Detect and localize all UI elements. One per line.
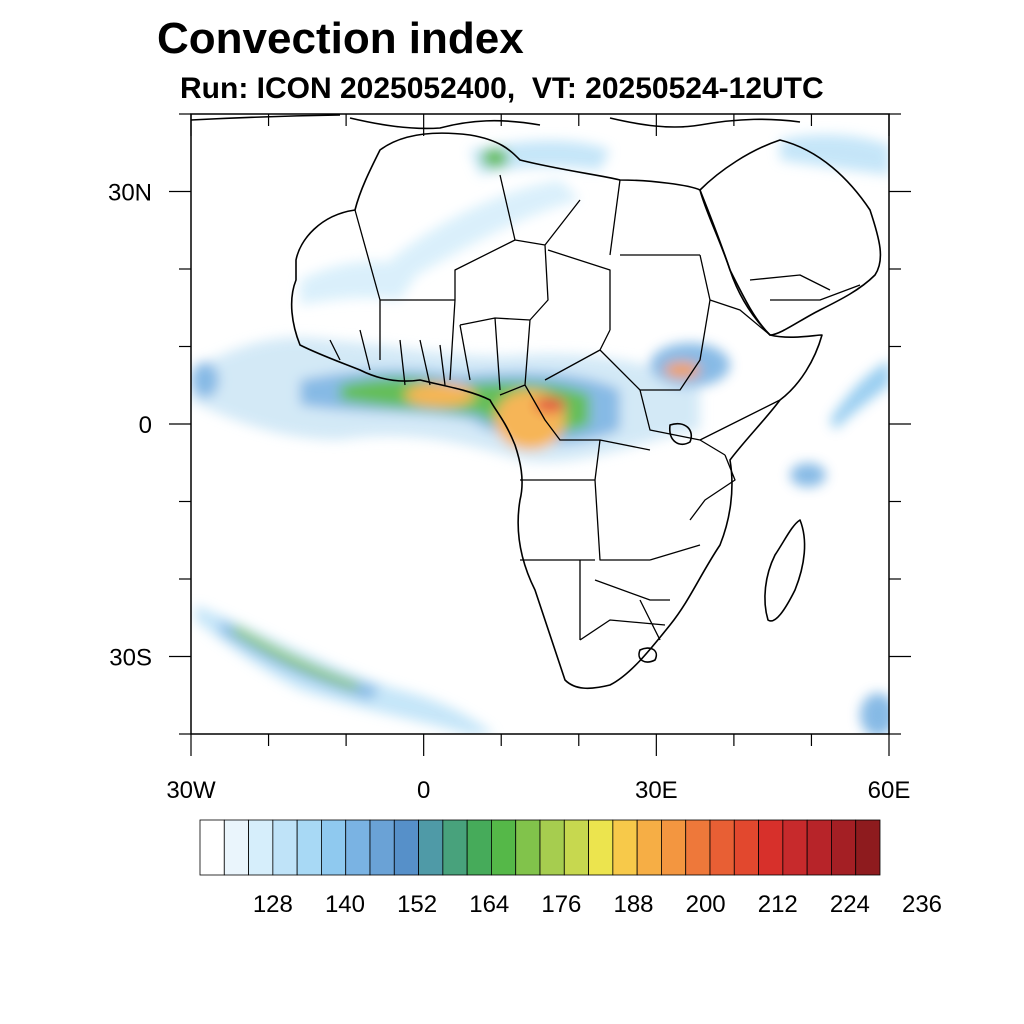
colorbar-label: 152 [397, 891, 437, 918]
colorbar-label: 176 [541, 891, 581, 918]
lat-tick-label: 0 [139, 412, 152, 439]
colorbar-swatch [806, 819, 832, 876]
colorbar-swatch [661, 819, 687, 876]
guinea-core-shading [405, 383, 475, 407]
colorbar-label: 224 [830, 891, 870, 918]
lon-tick-label: 60E [868, 777, 911, 804]
lat-tick-label: 30N [108, 180, 152, 207]
colorbar-swatch [588, 819, 614, 876]
atlantic-patch [191, 362, 219, 398]
colorbar-label: 140 [325, 891, 365, 918]
colorbar-label: 200 [686, 891, 726, 918]
colorbar-swatch [563, 819, 589, 876]
se-corner-patch [860, 693, 889, 734]
plot-subtitle: Run: ICON 2025052400, VT: 20250524-12UTC [180, 72, 824, 105]
colorbar-swatch [369, 819, 395, 876]
colorbar-swatch [758, 819, 784, 876]
colorbar-swatch [709, 819, 735, 876]
sahara-streak-1 [390, 180, 580, 285]
colorbar-swatch [345, 819, 371, 876]
colorbar-swatch [491, 819, 517, 876]
colorbar [199, 819, 881, 876]
colorbar-swatch [733, 819, 759, 876]
colorbar-swatch [442, 819, 468, 876]
congo-red-core [534, 397, 566, 413]
colorbar-swatch [831, 819, 857, 876]
axis-ticks [169, 113, 911, 756]
lon-tick-label: 30W [166, 777, 216, 804]
lon-tick-label: 30E [635, 777, 678, 804]
plot-title: Convection index [157, 14, 524, 63]
arabian-sea-streak [830, 360, 889, 430]
colorbar-swatch [515, 819, 541, 876]
colorbar-swatch [393, 819, 419, 876]
ethiopia-core [664, 362, 700, 378]
colorbar-swatch [855, 819, 881, 876]
arabia-coastline [699, 139, 882, 336]
axis-tick-labels: 30W 0 30E 60E 30N 0 30S [108, 180, 910, 805]
colorbar-swatch [272, 819, 298, 876]
lake-victoria [669, 423, 692, 446]
colorbar-swatch [466, 819, 492, 876]
madagascar-coastline [764, 519, 806, 622]
arabia-streak [780, 134, 889, 175]
lon-tick-label: 0 [417, 777, 430, 804]
africa-coastline [290, 132, 823, 690]
lesotho-border [638, 647, 658, 663]
colorbar-labels: 128 140 152 164 176 188 200 212 224 236 [253, 891, 942, 918]
med-streak [470, 140, 610, 175]
country-borders [329, 174, 861, 641]
southern-front-green [232, 625, 360, 690]
colorbar-swatch [418, 819, 444, 876]
colorbar-swatch [321, 819, 347, 876]
southern-front-shading [195, 605, 494, 734]
colorbar-swatch [685, 819, 711, 876]
colorbar-swatch [248, 819, 274, 876]
sahara-streak-2 [300, 261, 420, 305]
coastlines [191, 114, 882, 690]
colorbar-swatch [199, 819, 225, 876]
colorbar-swatch [296, 819, 322, 876]
colorbar-label: 164 [469, 891, 509, 918]
lat-tick-label: 30S [109, 645, 152, 672]
colorbar-label: 212 [758, 891, 798, 918]
indian-ocean-cell [790, 463, 826, 487]
convection-field [191, 134, 889, 734]
colorbar-label: 128 [253, 891, 293, 918]
colorbar-swatch [782, 819, 808, 876]
colorbar-swatch [223, 819, 249, 876]
colorbar-swatch [636, 819, 662, 876]
med-green [481, 148, 509, 168]
europe-coastline [191, 114, 801, 130]
colorbar-swatch [612, 819, 638, 876]
colorbar-label: 188 [613, 891, 653, 918]
colorbar-label: 236 [902, 891, 942, 918]
colorbar-swatch [539, 819, 565, 876]
